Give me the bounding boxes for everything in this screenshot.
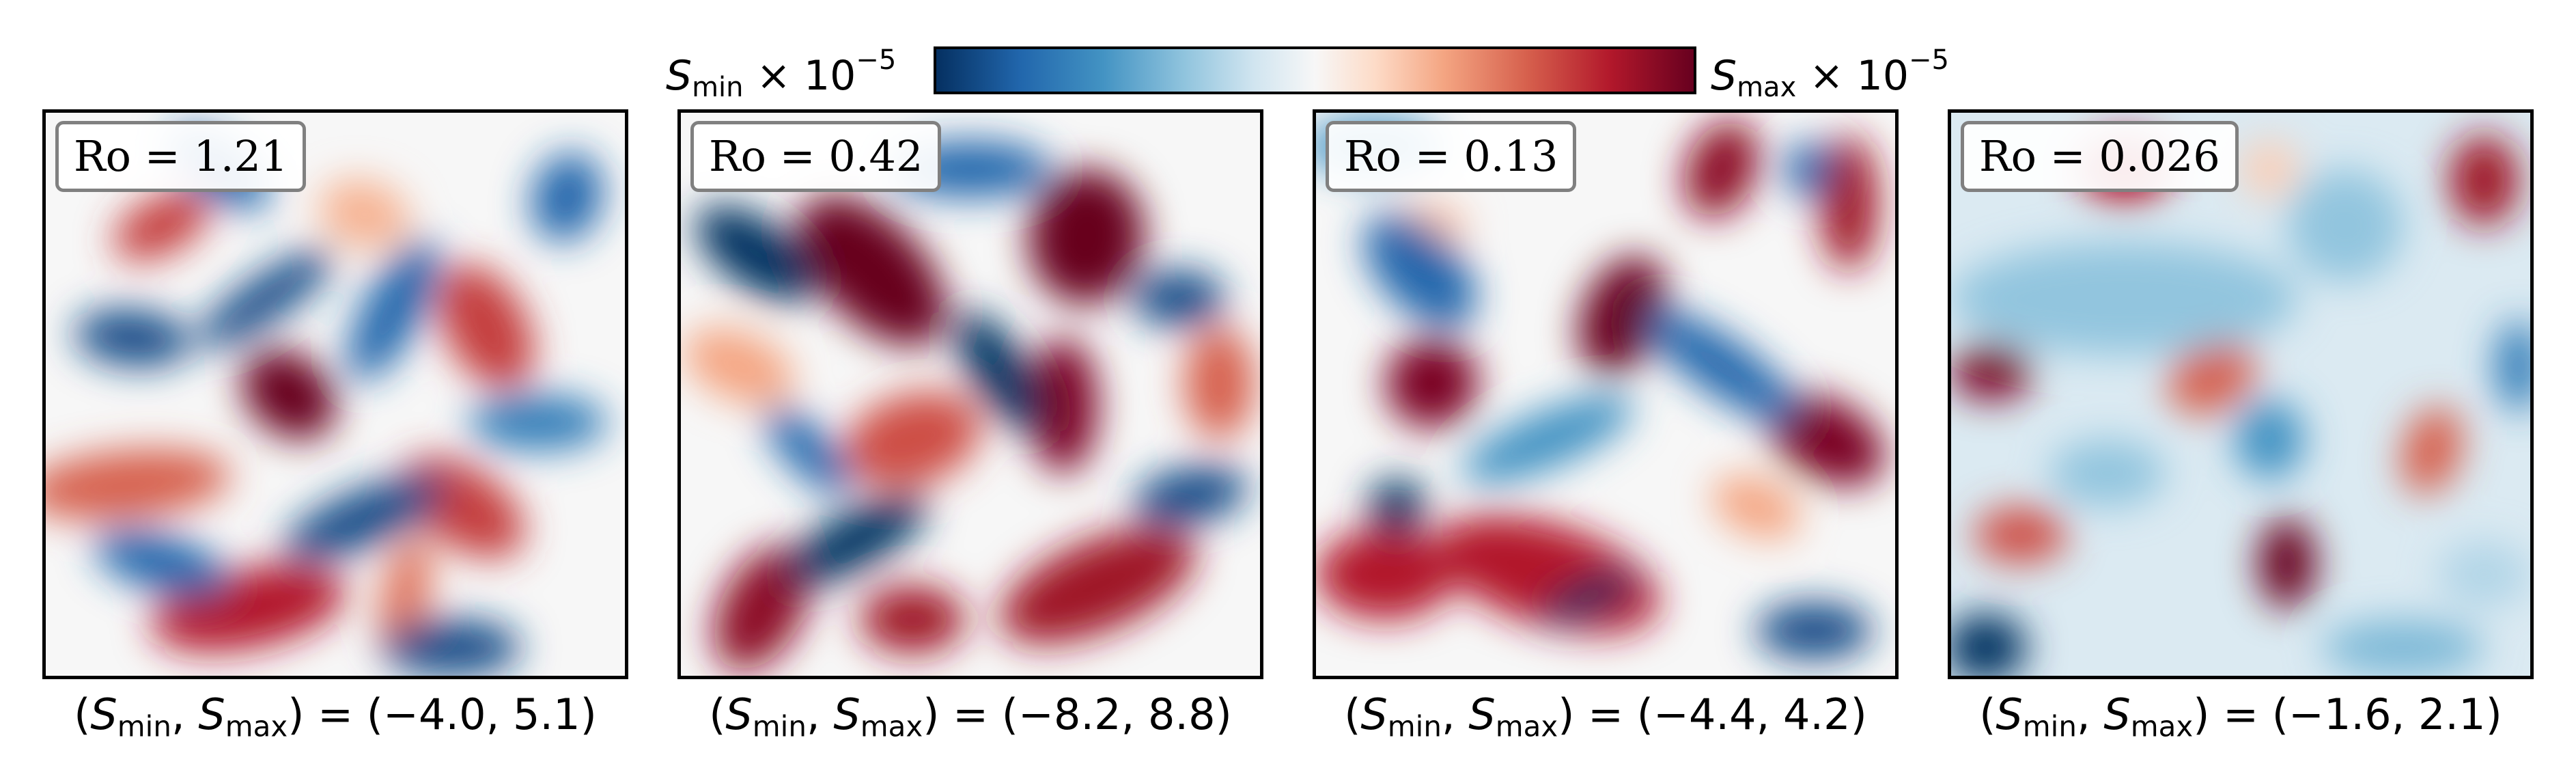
positive-anomaly-blob	[1028, 338, 1098, 474]
negative-anomaly-blob	[764, 406, 852, 495]
positive-anomaly-blob	[2168, 340, 2256, 415]
positive-anomaly-blob	[684, 327, 794, 405]
negative-anomaly-blob	[1368, 478, 1427, 535]
positive-anomaly-blob	[2400, 407, 2463, 495]
positive-anomaly-blob	[860, 586, 965, 654]
heatmap-field-2	[681, 113, 1260, 676]
negative-anomaly-blob	[1132, 270, 1226, 327]
positive-anomaly-blob	[2449, 135, 2519, 225]
colorbar-min-label: Smin × 10−5	[666, 44, 897, 103]
negative-anomaly-blob	[531, 152, 603, 242]
negative-anomaly-blob	[1756, 602, 1873, 659]
positive-anomaly-blob	[1000, 527, 1196, 644]
negative-anomaly-blob	[197, 249, 334, 348]
positive-anomaly-blob	[845, 392, 981, 487]
range-label-4: (Smin, Smax) = (−1.6, 2.1)	[1979, 689, 2502, 743]
negative-anomaly-blob	[2049, 439, 2166, 507]
negative-anomaly-blob	[1643, 308, 1800, 424]
positive-anomaly-blob	[1578, 256, 1668, 375]
negative-anomaly-blob	[348, 239, 439, 381]
negative-anomaly-blob	[782, 494, 927, 587]
rossby-number-label-4: Ro = 0.026	[1961, 121, 2239, 192]
negative-anomaly-blob	[1539, 571, 1637, 623]
positive-anomaly-blob	[2241, 141, 2299, 197]
negative-anomaly-blob	[955, 311, 1044, 433]
heatmap-panel-1: Ro = 1.21	[42, 109, 628, 679]
heatmap-field-3	[1316, 113, 1895, 676]
negative-anomaly-blob	[1461, 394, 1634, 484]
positive-anomaly-blob	[241, 348, 337, 440]
negative-anomaly-blob	[2286, 169, 2403, 282]
positive-anomaly-blob	[1028, 169, 1145, 305]
positive-anomaly-blob	[1711, 475, 1800, 539]
positive-anomaly-blob	[1951, 343, 2032, 400]
negative-anomaly-blob	[2235, 400, 2305, 479]
range-label-3: (Smin, Smax) = (−4.4, 4.2)	[1344, 689, 1867, 743]
negative-anomaly-blob	[2495, 320, 2530, 411]
rossby-number-label-3: Ro = 0.13	[1326, 121, 1577, 192]
negative-anomaly-blob	[283, 475, 445, 561]
rossby-number-label-1: Ro = 1.21	[55, 121, 307, 192]
positive-anomaly-blob	[1385, 338, 1479, 428]
negative-anomaly-blob	[2437, 540, 2530, 609]
negative-anomaly-blob	[468, 394, 608, 451]
colorbar-max-label: Smax × 10−5	[1711, 44, 1949, 103]
positive-anomaly-blob	[2258, 518, 2316, 609]
positive-anomaly-blob	[1819, 135, 1878, 271]
negative-anomaly-blob	[1364, 213, 1476, 328]
rossby-number-label-2: Ro = 0.42	[690, 121, 942, 192]
negative-anomaly-blob	[1784, 141, 1832, 197]
positive-anomaly-blob	[798, 195, 947, 346]
positive-anomaly-blob	[318, 179, 410, 249]
negative-anomaly-blob	[695, 205, 817, 302]
heatmap-panel-4: Ro = 0.026	[1948, 109, 2534, 679]
heatmap-panel-2: Ro = 0.42	[677, 109, 1263, 679]
negative-anomaly-blob	[94, 529, 229, 597]
range-label-1: (Smin, Smax) = (−4.0, 5.1)	[74, 689, 597, 743]
heatmap-field-1	[46, 113, 625, 676]
positive-anomaly-blob	[1683, 120, 1759, 218]
positive-anomaly-blob	[1184, 327, 1255, 439]
negative-anomaly-blob	[1951, 614, 2027, 676]
heatmap-field-4	[1951, 113, 2530, 676]
negative-anomaly-blob	[381, 619, 521, 676]
negative-anomaly-blob	[2321, 619, 2484, 676]
negative-anomaly-blob	[74, 309, 191, 367]
positive-anomaly-blob	[113, 190, 210, 261]
negative-anomaly-blob	[1133, 465, 1248, 526]
positive-anomaly-blob	[1316, 529, 1455, 620]
positive-anomaly-blob	[46, 449, 231, 520]
positive-anomaly-blob	[1974, 506, 2067, 564]
positive-anomaly-blob	[438, 264, 534, 389]
range-label-2: (Smin, Smax) = (−8.2, 8.8)	[709, 689, 1232, 743]
colorbar	[934, 46, 1696, 94]
heatmap-panel-3: Ro = 0.13	[1313, 109, 1899, 679]
negative-anomaly-blob	[1951, 242, 2299, 355]
